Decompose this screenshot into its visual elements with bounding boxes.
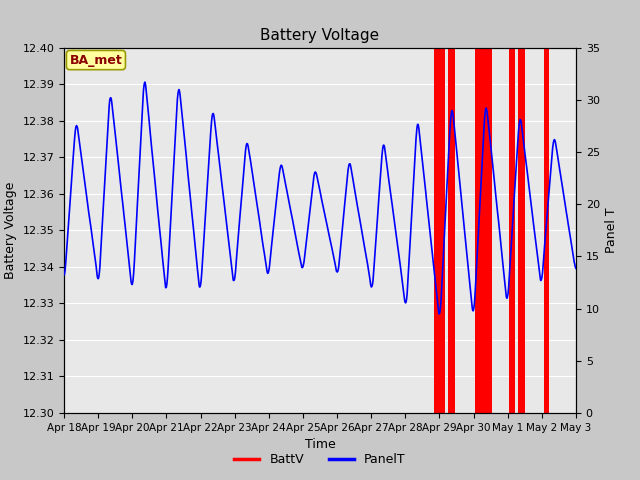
- Bar: [518, 48, 525, 413]
- Title: Battery Voltage: Battery Voltage: [260, 28, 380, 43]
- Bar: [435, 48, 445, 413]
- X-axis label: Time: Time: [305, 438, 335, 451]
- Legend: BattV, PanelT: BattV, PanelT: [229, 448, 411, 471]
- Text: BA_met: BA_met: [70, 54, 122, 67]
- Bar: [476, 48, 492, 413]
- Y-axis label: Panel T: Panel T: [605, 207, 618, 253]
- Bar: [509, 48, 515, 413]
- Y-axis label: Battery Voltage: Battery Voltage: [4, 182, 17, 279]
- Bar: [543, 48, 548, 413]
- Bar: [448, 48, 455, 413]
